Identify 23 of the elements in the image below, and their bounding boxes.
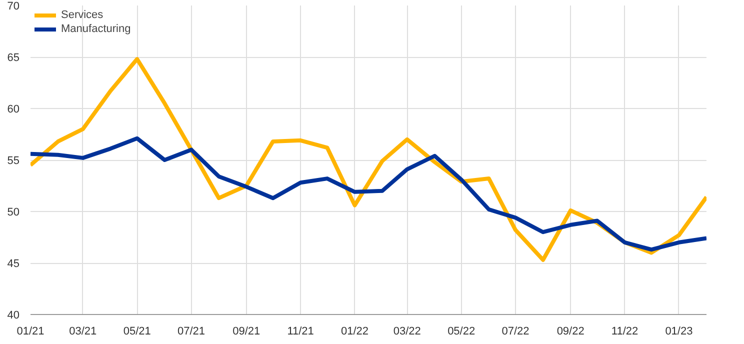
x-tick-label: 01/21 <box>16 326 44 338</box>
legend-label: Services <box>61 9 104 21</box>
x-tick-label: 07/22 <box>502 326 530 338</box>
x-tick-label: 01/23 <box>665 326 693 338</box>
x-tick-label: 07/21 <box>178 326 206 338</box>
x-tick-label: 09/21 <box>232 326 260 338</box>
y-tick-label: 50 <box>7 206 20 218</box>
line-series <box>30 136 706 252</box>
x-tick-label: 09/22 <box>556 326 584 338</box>
x-tick-label: 05/21 <box>123 326 151 338</box>
x-tick-label: 01/22 <box>340 326 368 338</box>
x-tick-label: 11/22 <box>611 326 638 338</box>
y-tick-label: 45 <box>7 258 20 270</box>
y-tick-label: 55 <box>7 155 20 167</box>
y-tick-label: 60 <box>7 104 20 116</box>
x-tick-label: 05/22 <box>448 326 476 338</box>
x-tick-label: 11/21 <box>287 326 314 338</box>
legend-label: Manufacturing <box>61 23 131 35</box>
x-tick-label: 03/22 <box>393 326 421 338</box>
y-tick-label: 70 <box>7 0 20 12</box>
y-tick-label: 40 <box>7 310 20 322</box>
x-tick-label: 03/21 <box>69 326 97 338</box>
y-tick-label: 65 <box>7 52 20 64</box>
